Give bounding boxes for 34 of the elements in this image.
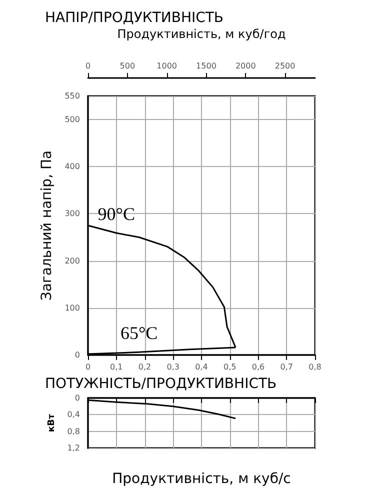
- x-tick-label: 0,8: [308, 362, 322, 372]
- y-tick-label: 300: [64, 209, 80, 218]
- y-tick-label: 0,8: [67, 426, 80, 436]
- y-axis-title: Загальний напір, Па: [38, 150, 55, 301]
- series-label: 65°C: [120, 323, 158, 344]
- y-tick-label: 0: [74, 394, 80, 402]
- x-tick-label: 0,4: [195, 362, 208, 372]
- y-tick-label: 200: [64, 256, 80, 266]
- x-axis-title: Продуктивність, м куб/с: [112, 471, 291, 487]
- x-tick-label: 0: [85, 362, 91, 372]
- y-tick-label: 500: [64, 115, 80, 124]
- x2-tick-label: 0: [85, 62, 91, 70]
- y-tick-label: 0,4: [67, 410, 80, 420]
- y-tick-label: 1,2: [67, 444, 80, 452]
- x2-tick-label: 1000: [156, 62, 177, 70]
- x-tick-label: 0,5: [224, 362, 236, 372]
- x2-axis-title: Продуктивність, м куб/год: [117, 27, 286, 41]
- x2-tick-label: 1500: [196, 62, 216, 70]
- y-tick-label: 550: [64, 92, 80, 100]
- x-tick-label: 0,7: [280, 362, 293, 372]
- x-tick-label: 0,3: [166, 362, 180, 372]
- y-axis-title: кВт: [46, 413, 57, 432]
- x-tick-label: 0,2: [138, 362, 152, 372]
- x-tick-label: 0,1: [110, 362, 123, 372]
- chart-title: ПОТУЖНІСТЬ/ПРОДУКТИВНІСТЬ: [45, 376, 277, 392]
- x-tick-label: 0,6: [252, 362, 265, 372]
- series-label: 90°C: [98, 204, 135, 224]
- y-tick-label: 100: [64, 303, 80, 312]
- x2-tick-label: 500: [120, 62, 136, 70]
- x2-tick-label: 2000: [235, 62, 256, 70]
- chart-title: НАПІР/ПРОДУКТИВНІСТЬ: [45, 10, 224, 26]
- y-tick-label: 0: [74, 350, 80, 360]
- y-tick-label: 400: [64, 162, 80, 172]
- x2-tick-label: 2500: [274, 62, 296, 70]
